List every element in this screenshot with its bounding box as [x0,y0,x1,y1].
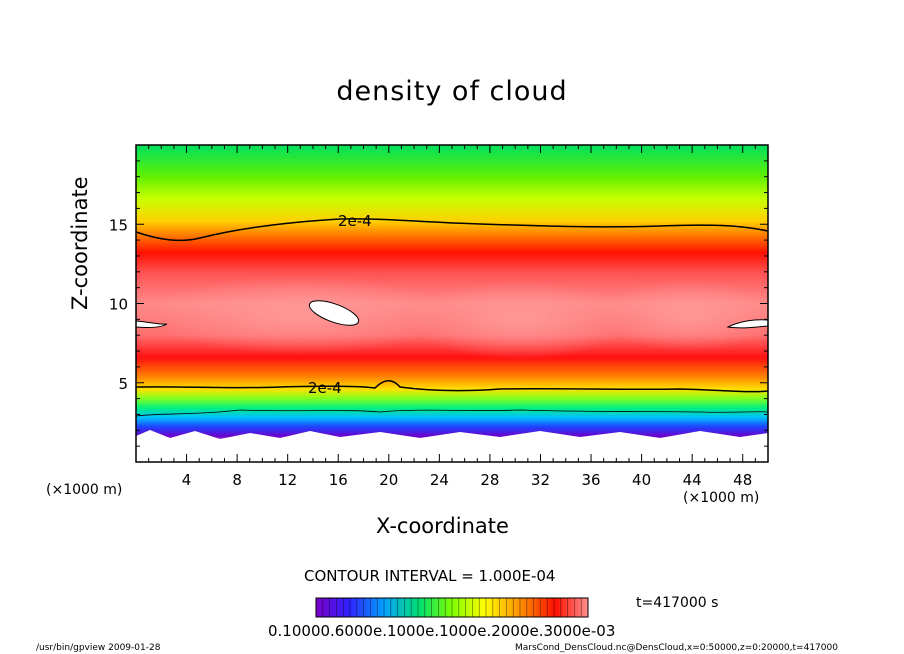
x-tick-label: 28 [480,471,499,489]
time-label: t=417000 s [636,595,719,611]
chart-title: density of cloud [336,76,568,107]
x-tick-label: 44 [683,471,702,489]
clear-zone [136,430,768,462]
x-unit-label-right: (×1000 m) [683,490,760,506]
x-tick-label: 36 [581,471,600,489]
cloud-void [726,319,768,329]
heatmap-blob [410,280,630,360]
x-tick-label: 20 [379,471,398,489]
x-tick-label: 4 [182,471,192,489]
cloud-void [308,300,360,326]
x-tick-label: 8 [232,471,242,489]
footer-command: /usr/bin/gpview 2009-01-28 [36,643,161,653]
contour-label-upper: 2e-4 [338,212,372,230]
colorbar-ticks [322,598,582,617]
heatmap-field [136,145,768,462]
y-tick-label: 15 [109,216,128,234]
x-unit-label-left: (×1000 m) [46,482,123,498]
x-tick-label: 24 [430,471,449,489]
contour-label-lower: 2e-4 [308,379,342,397]
y-axis-label: Z-coordinate [68,176,92,310]
contour-line-base [135,409,769,417]
contour-line-lower [135,380,769,393]
x-tick-label: 48 [733,471,752,489]
cloud-void [136,320,168,329]
x-tick-label: 16 [329,471,348,489]
x-tick-label: 32 [531,471,550,489]
contour-interval: CONTOUR INTERVAL = 1.000E-04 [304,567,556,585]
contour-labels: 2e-4 2e-4 [308,212,372,397]
contour-line-upper [135,218,769,242]
y-tick-label: 5 [118,375,128,393]
contour-lines [135,218,769,417]
x-axis-label: X-coordinate [376,514,509,538]
footer-source: MarsCond_DensCloud.nc@DensCloud,x=0:5000… [515,643,838,653]
heatmap-blob [600,279,768,351]
colorbar-labels: 0.10000.6000e.1000e.1000e.2000e.3000e-03 [268,622,616,640]
x-tick-label: 40 [632,471,651,489]
y-tick-label: 10 [109,296,128,314]
heatmap-blob [150,275,450,355]
x-tick-label: 12 [278,471,297,489]
